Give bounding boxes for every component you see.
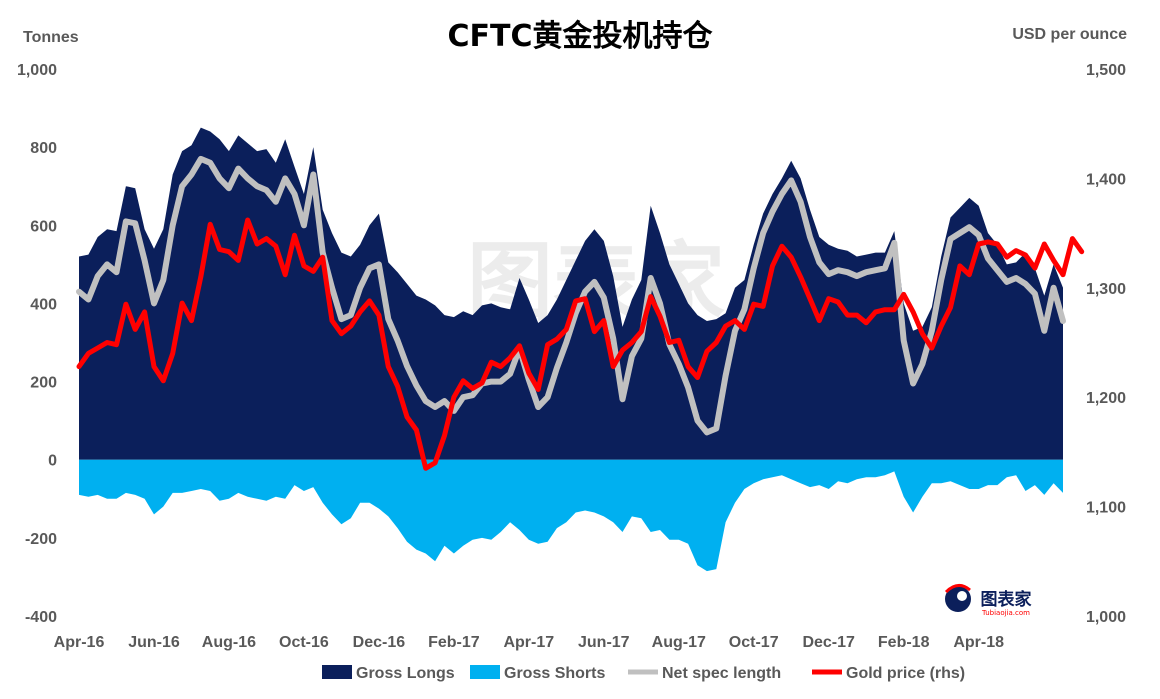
logo-subtext: Tubiaojia.com <box>981 609 1030 617</box>
legend: Gross Longs Gross Shorts Net spec length… <box>322 665 965 682</box>
series-line-net-spec-length <box>76 155 1066 436</box>
svg-text:Gross Shorts: Gross Shorts <box>504 665 605 682</box>
x-tick-label: Aug-16 <box>202 634 256 651</box>
right-tick-label: 1,000 <box>1086 609 1126 626</box>
x-tick-label: Oct-16 <box>279 634 329 651</box>
left-tick-label: 1,000 <box>17 62 57 79</box>
tubiaojia-logo: 图表家 Tubiaojia.com <box>944 584 1032 617</box>
x-tick-label: Jun-16 <box>128 634 180 651</box>
series-line-gold-price-rhs <box>76 217 1085 471</box>
svg-text:Net spec length: Net spec length <box>662 665 781 682</box>
series-area-gross-shorts <box>79 459 1063 572</box>
left-tick-label: 0 <box>48 453 57 470</box>
right-tick-label: 1,500 <box>1086 62 1126 79</box>
x-tick-label: Aug-17 <box>652 634 706 651</box>
right-tick-label: 1,300 <box>1086 281 1126 298</box>
svg-text:Gold price (rhs): Gold price (rhs) <box>846 665 965 682</box>
left-tick-label: 600 <box>30 218 57 235</box>
logo-text: 图表家 <box>981 589 1032 610</box>
left-axis-unit: Tonnes <box>23 29 79 46</box>
legend-item-net-spec-length: Net spec length <box>628 665 781 682</box>
x-tick-label: Dec-17 <box>802 634 855 651</box>
right-axis-unit: USD per ounce <box>1012 26 1127 43</box>
legend-item-gross-shorts: Gross Shorts <box>470 665 605 682</box>
legend-item-gold-price: Gold price (rhs) <box>812 665 965 682</box>
right-axis: 1,500 1,400 1,300 1,200 1,100 1,000 <box>1086 62 1126 626</box>
series-area-gross-longs <box>79 127 1063 460</box>
x-tick-label: Feb-17 <box>428 634 480 651</box>
right-tick-label: 1,200 <box>1086 390 1126 407</box>
svg-text:Gross Longs: Gross Longs <box>356 665 455 682</box>
left-tick-label: 200 <box>30 375 57 392</box>
left-tick-label: 800 <box>30 140 57 157</box>
x-axis: Apr-16 Jun-16 Aug-16 Oct-16 Dec-16 Feb-17 Apr-… <box>54 634 1004 651</box>
left-tick-label: -400 <box>25 609 57 626</box>
legend-item-gross-longs: Gross Longs <box>322 665 455 682</box>
plot-area <box>76 127 1085 572</box>
left-tick-label: -200 <box>25 531 57 548</box>
x-tick-label: Dec-16 <box>353 634 406 651</box>
x-tick-label: Feb-18 <box>878 634 930 651</box>
left-tick-label: 400 <box>30 296 57 313</box>
x-tick-label: Jun-17 <box>578 634 630 651</box>
left-axis: 1,000 800 600 400 200 0 -200 -400 <box>17 62 57 626</box>
right-tick-label: 1,100 <box>1086 500 1126 517</box>
x-tick-label: Apr-17 <box>503 634 554 651</box>
chart-title: CFTC黄金投机持仓 <box>448 19 714 54</box>
right-tick-label: 1,400 <box>1086 171 1126 188</box>
x-tick-label: Apr-18 <box>953 634 1004 651</box>
x-tick-label: Oct-17 <box>729 634 779 651</box>
x-tick-label: Apr-16 <box>54 634 105 651</box>
